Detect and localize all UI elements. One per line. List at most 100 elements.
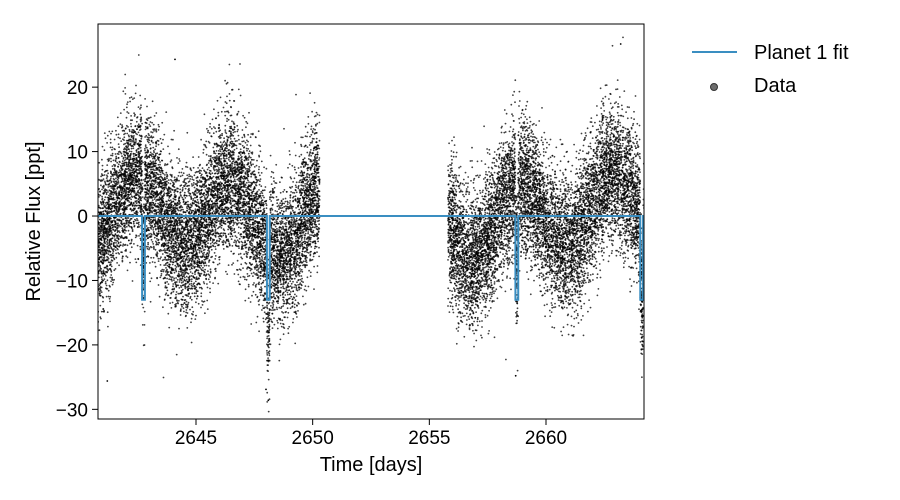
data-point (135, 151, 138, 153)
data-point (190, 183, 193, 185)
data-point (168, 326, 171, 329)
data-point (281, 204, 283, 206)
data-point (114, 249, 117, 252)
data-point (186, 327, 189, 329)
data-point (235, 236, 238, 239)
data-point (109, 276, 112, 279)
data-point (106, 142, 108, 144)
data-point (151, 100, 154, 103)
data-point (119, 123, 122, 126)
data-point (315, 185, 318, 187)
data-point (134, 258, 137, 260)
data-point (178, 287, 181, 289)
data-point (242, 209, 245, 211)
data-point (121, 196, 123, 199)
data-point (286, 286, 289, 289)
data-point (126, 204, 129, 207)
data-point (191, 292, 194, 295)
data-point (107, 289, 110, 292)
data-point (229, 199, 232, 202)
data-point (214, 248, 217, 251)
data-point (255, 272, 258, 275)
data-point (132, 155, 135, 158)
data-point (263, 222, 265, 225)
data-point (284, 197, 287, 200)
data-point (298, 197, 301, 200)
data-point (318, 121, 321, 124)
data-point (242, 267, 244, 269)
data-point (167, 294, 170, 297)
data-point (300, 239, 303, 241)
data-point (157, 163, 160, 166)
data-point (247, 179, 249, 182)
data-point (190, 321, 192, 324)
data-point (153, 128, 156, 131)
data-point (219, 134, 222, 137)
data-point (248, 220, 251, 223)
data-point (264, 186, 267, 188)
data-point (294, 141, 296, 144)
data-point (241, 129, 244, 131)
data-point (245, 188, 248, 191)
data-point (284, 200, 287, 203)
data-point (183, 217, 185, 220)
data-point (283, 189, 286, 191)
data-point (149, 224, 152, 227)
data-point (313, 251, 316, 254)
data-point (134, 236, 137, 239)
data-point (273, 282, 275, 285)
data-point (288, 325, 291, 328)
data-point (207, 239, 210, 242)
data-point (249, 301, 252, 303)
data-point (228, 191, 231, 194)
data-point (287, 293, 289, 296)
data-point (224, 124, 227, 127)
data-point (293, 166, 296, 169)
data-point (245, 236, 248, 239)
data-point (119, 112, 122, 114)
data-point (115, 252, 118, 255)
data-point (250, 133, 253, 135)
data-point (170, 178, 172, 181)
data-point (254, 293, 257, 296)
data-point (156, 181, 159, 184)
data-point (239, 154, 242, 156)
data-point (302, 166, 305, 169)
data-point (172, 207, 174, 210)
data-point (153, 236, 156, 239)
data-point (209, 291, 212, 294)
data-point (245, 220, 248, 223)
data-point (184, 261, 187, 263)
data-point (211, 118, 214, 121)
data-point (186, 207, 189, 210)
data-point (213, 239, 215, 242)
data-point (219, 181, 222, 184)
data-point (289, 307, 292, 310)
data-point (207, 131, 209, 134)
data-point (236, 124, 239, 127)
data-point (98, 290, 101, 293)
data-point (110, 132, 112, 135)
data-point (111, 252, 114, 255)
data-point (108, 130, 111, 133)
data-point (292, 321, 294, 324)
data-point (231, 146, 233, 149)
data-point (123, 136, 126, 139)
data-point (215, 117, 217, 120)
data-point (215, 224, 218, 227)
data-point (210, 206, 213, 208)
data-point (164, 206, 167, 208)
data-point (300, 143, 302, 146)
data-point (251, 237, 253, 240)
data-point (166, 281, 169, 283)
data-point (273, 186, 276, 189)
data-point (237, 155, 240, 158)
data-point (249, 144, 252, 147)
data-point (318, 255, 320, 258)
data-point (172, 283, 175, 285)
data-point (126, 103, 128, 106)
data-point (150, 246, 153, 249)
data-point (240, 155, 243, 158)
data-point (148, 123, 151, 126)
data-point (260, 289, 263, 292)
